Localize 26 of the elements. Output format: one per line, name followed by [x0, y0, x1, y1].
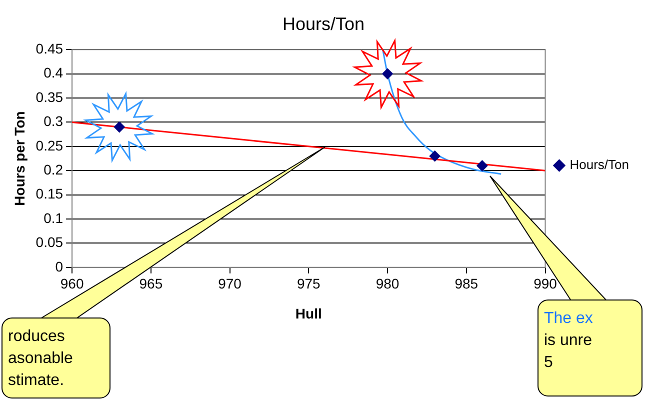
x-tick-label: 985 — [454, 276, 478, 292]
y-tick-label: 0.3 — [44, 113, 64, 130]
x-tick-label: 960 — [60, 276, 84, 292]
y-tick-label: 0.15 — [36, 186, 64, 202]
y-tick-label: 0.2 — [44, 161, 64, 178]
y-tick-label: 0 — [55, 258, 64, 274]
x-tick-label: 965 — [139, 276, 163, 292]
y-tick-label: 0.35 — [36, 88, 64, 105]
text: roduces asonable stimate. — [8, 327, 73, 391]
point — [382, 68, 394, 80]
legend-label: Hours/Ton — [570, 157, 629, 172]
y-tick-label: 0.4 — [44, 64, 64, 81]
y-tick-label: 0.45 — [36, 40, 64, 56]
chart-title: Hours/Ton — [282, 14, 365, 34]
point — [476, 160, 488, 172]
y-tick-label: 0.25 — [36, 137, 64, 154]
x-tick-label: 975 — [296, 276, 321, 292]
point — [429, 150, 440, 162]
x-tick-label: 980 — [376, 276, 400, 292]
x-axis-title: Hull — [295, 305, 322, 322]
y-tick-label: 0.1 — [44, 210, 64, 226]
text: The ex is unre 5 — [544, 309, 593, 373]
y-tick-label: 0.05 — [36, 234, 64, 250]
x-tick-label: 990 — [534, 276, 558, 292]
x-tick-label: 970 — [218, 276, 242, 292]
y-axis-title: Hours per Ton — [11, 111, 28, 206]
